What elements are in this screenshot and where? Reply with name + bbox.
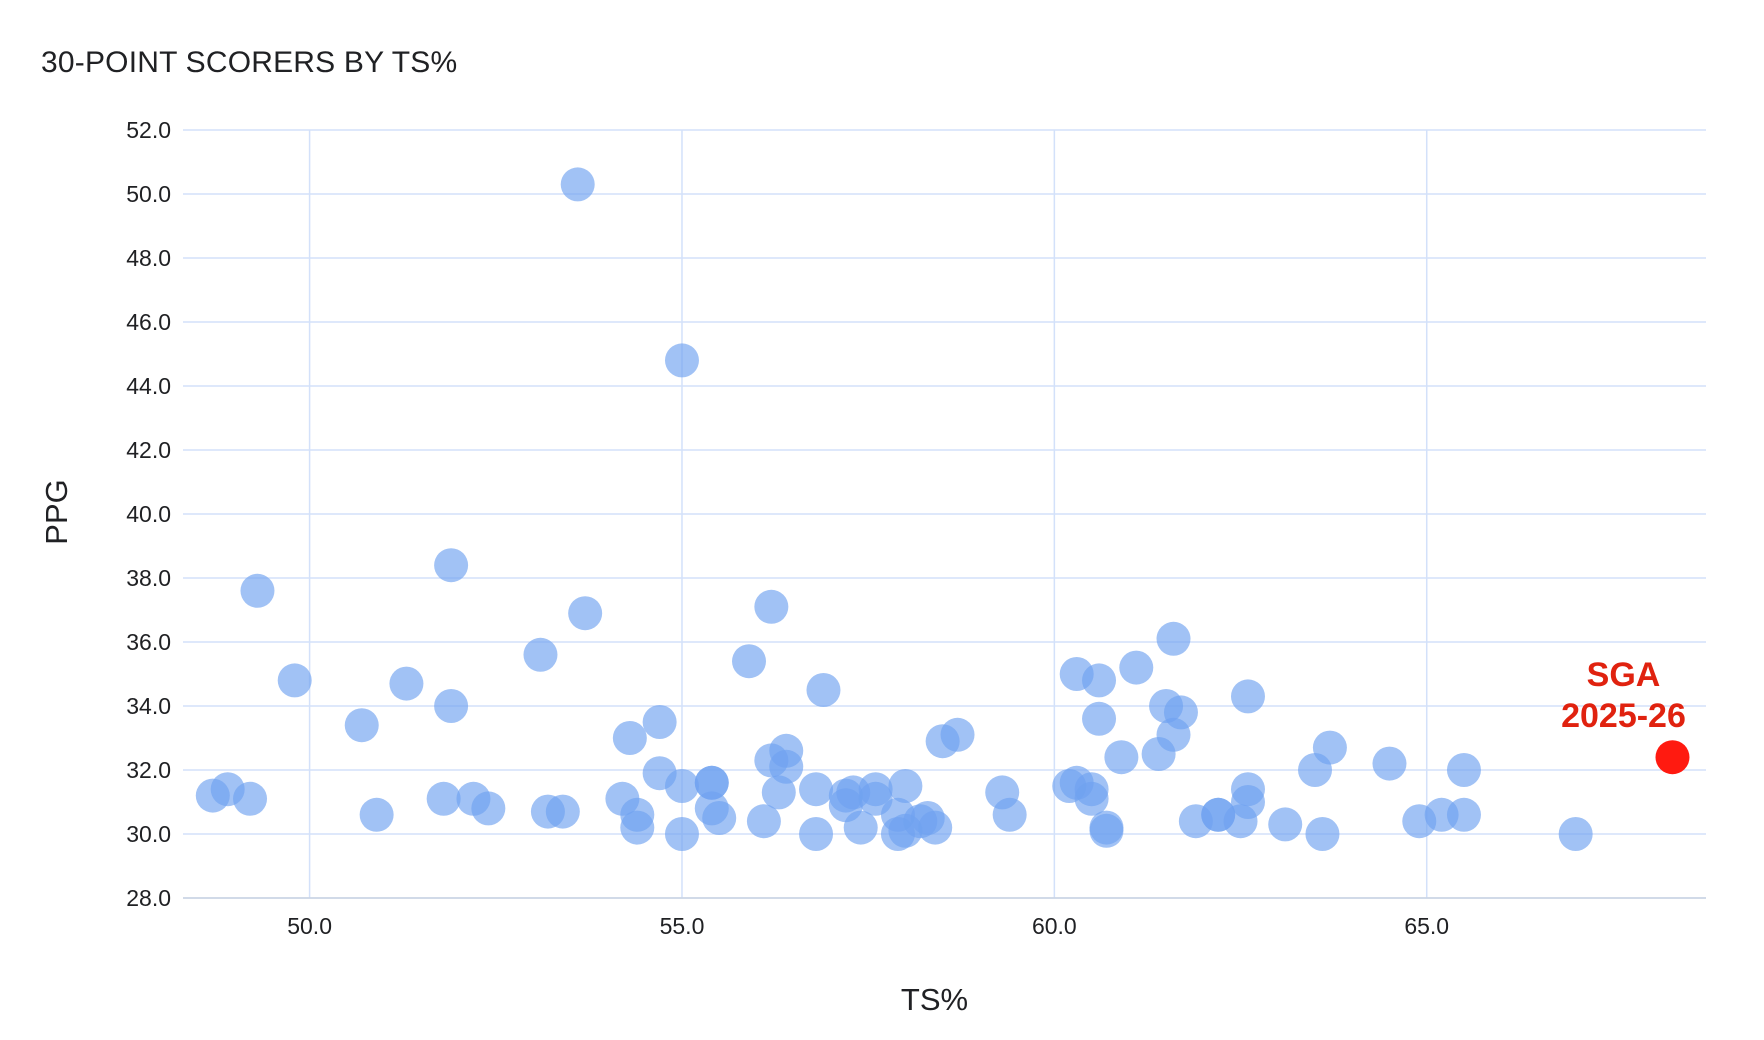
data-point (799, 817, 834, 851)
data-points (195, 167, 1593, 851)
data-point (240, 573, 275, 608)
highlight-label-season: 2025-26 (1561, 697, 1686, 735)
data-point (471, 791, 506, 826)
data-point (1141, 737, 1176, 771)
data-point (620, 810, 655, 845)
data-point (195, 778, 230, 813)
y-tick-label: 38.0 (126, 565, 171, 591)
data-point (664, 769, 699, 803)
data-point (1372, 746, 1407, 781)
y-axis-ticks: 28.0 30.0 32.0 34.0 36.0 38.0 40.0 42.0 44.0 46.0… (126, 117, 171, 911)
data-point (1268, 807, 1303, 842)
data-point (389, 666, 424, 701)
data-point (702, 801, 737, 835)
data-point (694, 765, 729, 800)
data-point (918, 810, 953, 845)
data-point (642, 705, 677, 739)
data-point (560, 167, 595, 202)
data-point (344, 708, 379, 743)
y-tick-label: 44.0 (126, 373, 171, 399)
data-point (233, 781, 268, 816)
data-point (1082, 701, 1117, 736)
y-tick-label: 34.0 (126, 693, 171, 719)
x-axis-ticks: 50.0 55.0 60.0 65.0 (287, 913, 1449, 939)
data-point (359, 797, 394, 832)
data-point (434, 689, 469, 723)
y-tick-label: 28.0 (126, 885, 171, 911)
data-point (1305, 817, 1340, 851)
data-point (992, 797, 1027, 832)
data-point (888, 769, 923, 803)
data-point (799, 772, 834, 807)
data-point (1074, 781, 1109, 816)
x-tick-label: 55.0 (660, 913, 705, 939)
x-tick-label: 50.0 (287, 913, 332, 939)
data-point (545, 794, 580, 829)
y-tick-label: 36.0 (126, 629, 171, 655)
y-tick-label: 40.0 (126, 501, 171, 527)
data-point (568, 596, 603, 631)
data-point (925, 724, 960, 759)
data-point (843, 810, 878, 845)
data-point (1223, 804, 1258, 839)
data-point (1119, 650, 1154, 685)
data-point (806, 673, 841, 707)
data-point (1104, 740, 1139, 775)
y-tick-label: 48.0 (126, 245, 171, 271)
data-point (1178, 804, 1213, 839)
y-tick-label: 42.0 (126, 437, 171, 463)
chart-title: 30-POINT SCORERS BY TS% (41, 46, 458, 79)
grid-lines (183, 129, 1706, 899)
data-point (1446, 797, 1481, 832)
data-point (1230, 679, 1265, 714)
x-axis-title: TS% (901, 982, 968, 1017)
y-tick-label: 30.0 (126, 821, 171, 847)
data-point (1402, 804, 1437, 839)
data-point (664, 343, 699, 378)
data-point (769, 749, 804, 784)
y-tick-label: 32.0 (126, 757, 171, 783)
data-point (434, 548, 469, 583)
data-point (1298, 753, 1333, 787)
y-tick-label: 50.0 (126, 181, 171, 207)
y-axis-title: PPG (39, 479, 74, 544)
data-point (761, 775, 796, 810)
highlight-point (1655, 740, 1690, 775)
data-point (277, 663, 312, 698)
data-point (1446, 753, 1481, 787)
data-point (664, 817, 699, 851)
y-tick-label: 52.0 (126, 117, 171, 143)
data-point (426, 781, 461, 816)
data-point (1558, 817, 1593, 851)
data-point (732, 644, 767, 679)
x-tick-label: 65.0 (1404, 913, 1449, 939)
y-tick-label: 46.0 (126, 309, 171, 335)
data-point (754, 589, 789, 624)
data-point (1082, 663, 1117, 698)
data-point (1156, 621, 1191, 656)
data-point (1089, 813, 1124, 848)
data-point (523, 637, 558, 672)
highlight-label-name: SGA (1587, 656, 1661, 694)
data-point (746, 804, 781, 839)
data-point (880, 817, 915, 851)
x-tick-label: 60.0 (1032, 913, 1077, 939)
data-point (612, 721, 647, 755)
